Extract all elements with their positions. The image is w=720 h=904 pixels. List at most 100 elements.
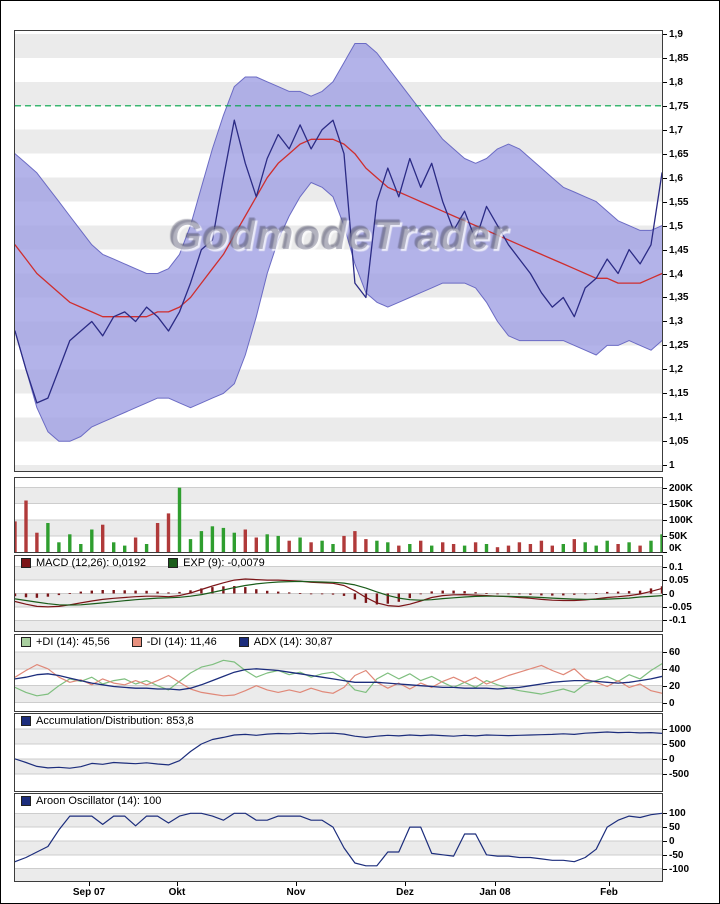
volume-plot-area[interactable] — [15, 478, 662, 552]
macd-swatch-icon — [21, 558, 31, 568]
y-axis-tick — [663, 441, 667, 442]
y-axis-tick — [663, 552, 667, 553]
y-axis-tick-label: -0.1 — [669, 615, 687, 626]
y-axis-tick-label: 1,75 — [669, 101, 689, 112]
y-axis-tick — [663, 321, 667, 322]
x-axis-tick — [296, 882, 297, 886]
accdist-swatch-icon — [21, 716, 31, 726]
x-axis-tick — [609, 882, 610, 886]
y-axis-tick — [663, 869, 667, 870]
minus-di-legend-label: -DI (14): 11,46 — [146, 636, 217, 648]
y-axis-tick — [663, 58, 667, 59]
y-axis-tick-label: 1,15 — [669, 388, 689, 399]
y-axis-tick-label: 0 — [669, 698, 675, 709]
x-axis-month-label: Okt — [168, 887, 186, 898]
y-axis-tick — [663, 82, 667, 83]
y-axis-tick — [663, 178, 667, 179]
y-axis-tick — [663, 488, 667, 489]
y-axis-tick — [663, 34, 667, 35]
x-axis-tick — [405, 882, 406, 886]
y-axis-tick-label: 0.1 — [669, 562, 683, 573]
dmi-panel: +DI (14): 45,56 -DI (14): 11,46 ADX (14)… — [14, 634, 663, 712]
y-axis-tick — [663, 106, 667, 107]
y-axis-tick-label: 1,35 — [669, 292, 689, 303]
x-axis-month-label: Feb — [600, 887, 618, 898]
y-axis-tick — [663, 226, 667, 227]
x-axis-tick — [495, 882, 496, 886]
dmi-legend: +DI (14): 45,56 -DI (14): 11,46 ADX (14)… — [21, 636, 333, 648]
exp-swatch-icon — [168, 558, 179, 568]
y-axis-tick — [663, 827, 667, 828]
macd-panel: MACD (12,26): 0,0192 EXP (9): -0,0079 — [14, 555, 663, 632]
x-axis-tick — [89, 882, 90, 886]
y-axis-tick-label: -100 — [669, 864, 690, 875]
y-axis-tick — [663, 369, 667, 370]
x-axis-month-label: Jan 08 — [479, 887, 511, 898]
macd-plot-area[interactable] — [15, 556, 662, 631]
y-axis-tick — [663, 729, 667, 730]
legend-item-adx: ADX (14): 30,87 — [238, 636, 333, 648]
y-axis-tick-label: 1,05 — [669, 436, 689, 447]
y-axis-tick — [663, 744, 667, 745]
y-axis-tick-label: 1,7 — [669, 125, 683, 136]
y-axis-tick — [663, 580, 667, 581]
macd-legend-label: MACD (12,26): 0,0192 — [36, 557, 147, 569]
accdist-plot-area[interactable] — [15, 714, 662, 791]
y-axis-tick-label: 40 — [669, 664, 681, 675]
aroon-plot-area[interactable] — [15, 794, 662, 881]
price-panel: GodmodeTrader — [14, 30, 663, 472]
y-axis-tick-label: 60 — [669, 647, 681, 658]
legend-item-accdist: Accumulation/Distribution: 853,8 — [21, 715, 194, 727]
y-axis-tick-label: 1,55 — [669, 197, 689, 208]
y-axis-tick — [663, 274, 667, 275]
accdist-legend-label: Accumulation/Distribution: 853,8 — [36, 715, 194, 727]
y-axis-tick-label: 1,5 — [669, 221, 683, 232]
y-axis-tick-label: 0K — [669, 543, 682, 554]
y-axis-tick-label: 1,45 — [669, 245, 689, 256]
y-axis-tick-label: 1,1 — [669, 412, 683, 423]
y-axis-tick — [663, 607, 667, 608]
y-axis-tick-label: 500 — [669, 739, 686, 750]
y-axis-tick — [663, 841, 667, 842]
y-axis-tick — [663, 345, 667, 346]
y-axis-tick-label: 1,4 — [669, 269, 683, 280]
y-axis-tick — [663, 703, 667, 704]
adx-legend-label: ADX (14): 30,87 — [253, 636, 333, 648]
aroon-oscillator-panel: Aroon Oscillator (14): 100 — [14, 793, 663, 882]
y-axis-tick — [663, 669, 667, 670]
y-axis-tick — [663, 130, 667, 131]
accumulation-distribution-panel: Accumulation/Distribution: 853,8 — [14, 713, 663, 792]
y-axis-tick — [663, 393, 667, 394]
y-axis-tick — [663, 567, 667, 568]
y-axis-tick-label: 200K — [669, 483, 693, 494]
y-axis-tick-label: 1,25 — [669, 340, 689, 351]
accdist-legend: Accumulation/Distribution: 853,8 — [21, 715, 194, 727]
price-plot-area[interactable] — [15, 31, 662, 471]
aroon-legend-label: Aroon Oscillator (14): 100 — [36, 795, 162, 807]
macd-legend: MACD (12,26): 0,0192 EXP (9): -0,0079 — [21, 557, 265, 569]
y-axis-tick-label: 1000 — [669, 724, 692, 735]
y-axis-tick — [663, 594, 667, 595]
plus-di-swatch-icon — [21, 637, 31, 647]
y-axis-tick — [663, 813, 667, 814]
y-axis-tick — [663, 759, 667, 760]
y-axis-tick — [663, 465, 667, 466]
y-axis-tick-label: 1,3 — [669, 316, 683, 327]
y-axis-tick-label: 1,65 — [669, 149, 689, 160]
y-axis-tick-label: 1,6 — [669, 173, 683, 184]
x-axis-month-label: Sep 07 — [72, 887, 106, 898]
y-axis-tick — [663, 536, 667, 537]
y-axis-tick-label: 1,9 — [669, 29, 683, 40]
y-axis-tick-label: 100 — [669, 808, 686, 819]
y-axis-tick-label: 50 — [669, 822, 681, 833]
legend-item-exp: EXP (9): -0,0079 — [168, 557, 265, 569]
y-axis-tick — [663, 686, 667, 687]
dmi-plot-area[interactable] — [15, 635, 662, 711]
x-axis-month-label: Nov — [286, 887, 306, 898]
volume-panel — [14, 477, 663, 553]
aroon-legend: Aroon Oscillator (14): 100 — [21, 795, 161, 807]
y-axis-tick — [663, 620, 667, 621]
y-axis-tick-label: 20 — [669, 681, 681, 692]
legend-item-plus-di: +DI (14): 45,56 — [21, 636, 110, 648]
